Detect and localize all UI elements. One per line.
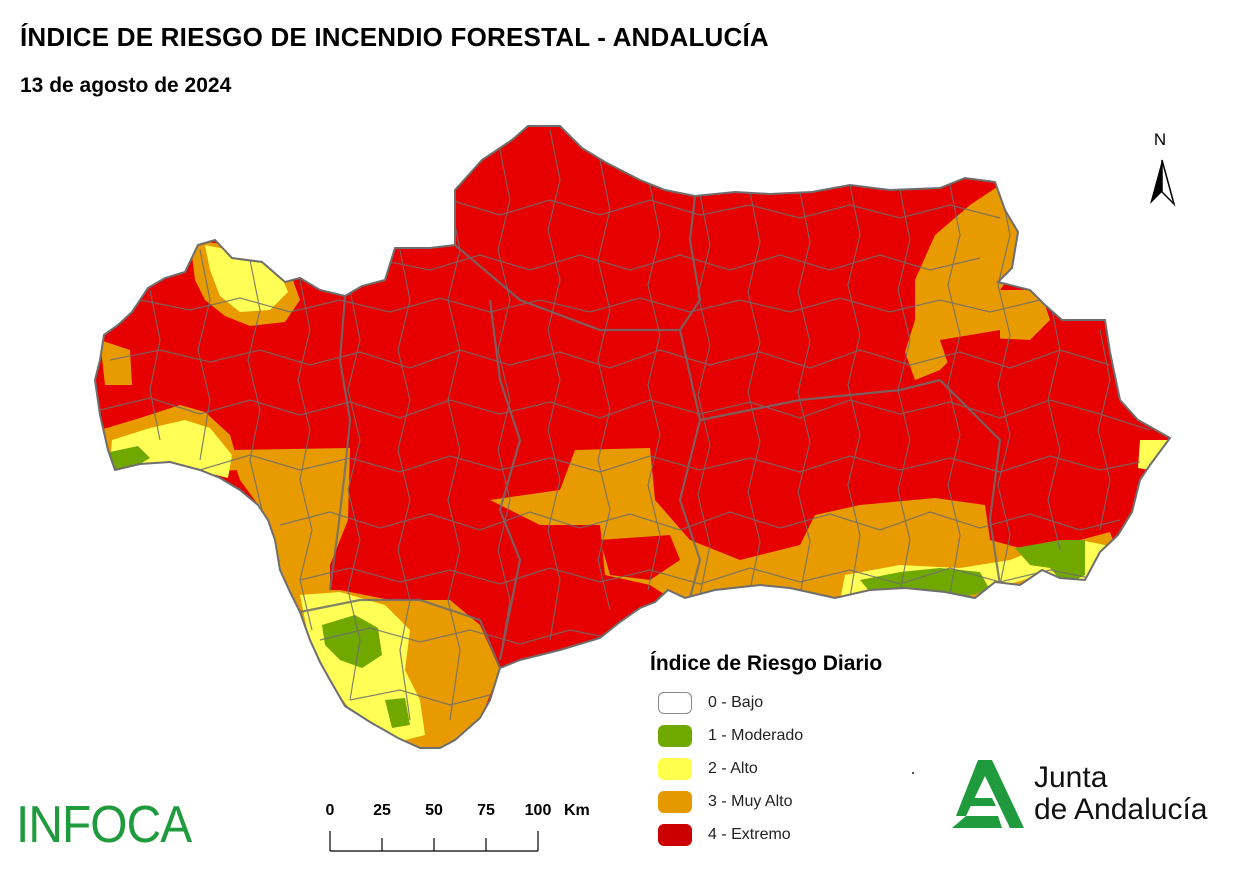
legend-swatch xyxy=(658,725,692,747)
scale-tick-label: 100 xyxy=(524,802,552,819)
legend-swatch xyxy=(658,791,692,813)
legend-item: 4 - Extremo xyxy=(650,824,970,857)
map-title: ÍNDICE DE RIESGO DE INCENDIO FORESTAL - … xyxy=(20,22,769,52)
legend-item: 2 - Alto xyxy=(650,758,970,791)
legend-label: 2 - Alto xyxy=(708,760,758,777)
junta-logo-icon xyxy=(952,760,1024,828)
scale-bar: 0 25 50 75 100 Km xyxy=(322,800,622,860)
junta-andalucia-logo: Junta de Andalucía xyxy=(948,756,1228,832)
scale-bar-lines xyxy=(329,831,539,852)
legend-label: 0 - Bajo xyxy=(708,694,764,711)
stray-dot xyxy=(912,772,914,774)
municipal-borders xyxy=(99,129,1151,721)
map-date: 13 de agosto de 2024 xyxy=(20,74,232,97)
scale-tick-label: 25 xyxy=(373,802,391,819)
legend-swatch xyxy=(658,758,692,780)
junta-line2: de Andalucía xyxy=(1034,793,1208,826)
legend-item: 3 - Muy Alto xyxy=(650,791,970,824)
legend-label: 4 - Extremo xyxy=(708,826,791,843)
legend-swatch xyxy=(658,824,692,846)
scale-tick-label: 0 xyxy=(325,802,335,819)
scale-unit: Km xyxy=(564,802,590,819)
junta-line1: Junta xyxy=(1034,761,1108,794)
legend-title: Índice de Riesgo Diario xyxy=(650,652,883,675)
north-arrow: N xyxy=(1140,130,1180,210)
legend-label: 1 - Moderado xyxy=(708,727,804,744)
scale-tick-label: 50 xyxy=(425,802,443,819)
scale-tick-label: 75 xyxy=(477,802,495,819)
north-arrow-icon xyxy=(1150,159,1176,207)
infoca-logo: INFOCA xyxy=(16,796,192,854)
legend-swatch xyxy=(658,692,692,714)
north-label: N xyxy=(1153,130,1167,149)
legend-item: 1 - Moderado xyxy=(650,725,970,758)
legend-item: 0 - Bajo xyxy=(650,692,970,725)
junta-logo-text: Junta de Andalucía xyxy=(1034,762,1207,826)
legend: Índice de Riesgo Diario 0 - Bajo 1 - Mode… xyxy=(650,652,970,857)
legend-label: 3 - Muy Alto xyxy=(708,793,793,810)
